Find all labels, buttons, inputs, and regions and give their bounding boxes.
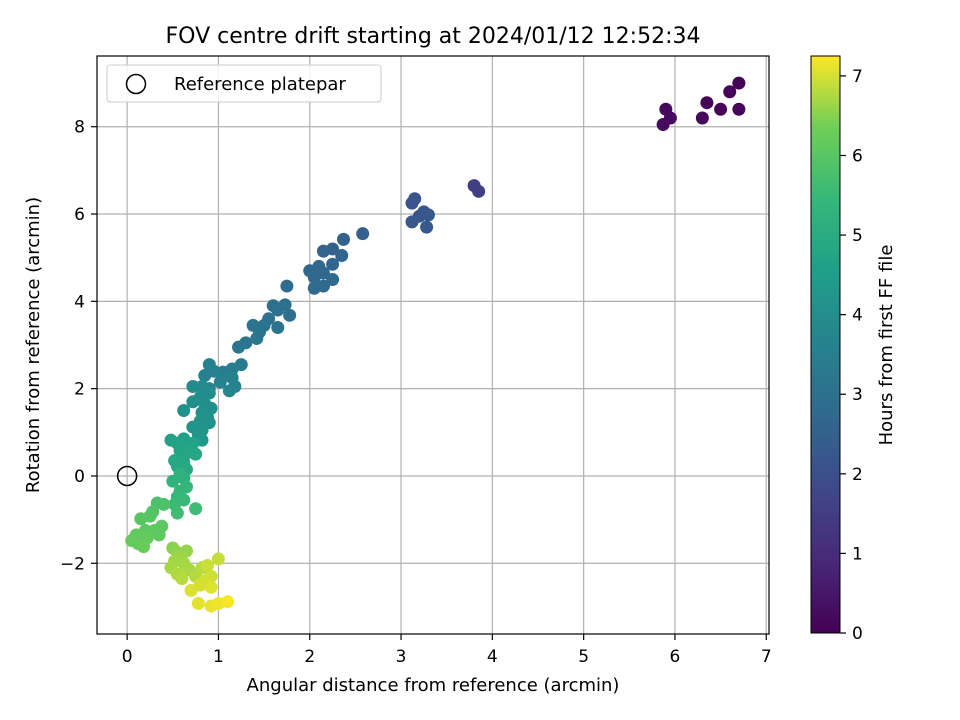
scatter-point [189, 447, 203, 461]
scatter-point [200, 558, 214, 572]
scatter-point [189, 502, 203, 516]
reference-platepar-marker [116, 465, 138, 487]
y-tick-label: −2 [60, 554, 85, 574]
plot-frame [96, 55, 770, 635]
scatter-point [280, 279, 294, 293]
y-axis-ticks: −2 0 2 4 6 8 [60, 118, 97, 574]
scatter-point [316, 244, 330, 258]
scatter-point [222, 384, 236, 398]
scatter-point [337, 232, 351, 246]
scatter-point [170, 506, 184, 520]
scatter-point [695, 111, 709, 125]
scatter-point [166, 474, 180, 488]
scatter-point [714, 102, 728, 116]
x-tick-label: 3 [396, 647, 407, 667]
x-axis-ticks: 0 1 2 3 4 5 6 7 [122, 634, 772, 667]
scatter-point [137, 540, 151, 554]
x-tick-label: 1 [213, 647, 224, 667]
scatter-point [326, 273, 340, 287]
colorbar-tick-label: 0 [852, 624, 863, 644]
y-axis-label: Rotation from reference (arcmin) [23, 197, 44, 493]
scatter-point [732, 102, 746, 116]
colorbar-tick-label: 5 [852, 226, 863, 246]
colorbar-tick-label: 4 [852, 306, 863, 326]
y-tick-label: 4 [74, 292, 85, 312]
scatter-point [157, 497, 171, 511]
scatter-point [700, 96, 714, 110]
scatter-point [198, 369, 212, 383]
scatter-point [271, 321, 285, 335]
scatter-point [175, 572, 189, 586]
colorbar-ticks: 0 1 2 3 4 5 6 7 [840, 67, 863, 644]
scatter-point [232, 340, 246, 354]
scatter-point [184, 583, 198, 597]
scatter-point [186, 379, 200, 393]
x-tick-label: 0 [122, 647, 133, 667]
legend-marker [125, 73, 147, 95]
colorbar-gradient [810, 55, 841, 634]
scatter-point [177, 403, 191, 417]
scatter-point [283, 308, 297, 322]
y-tick-label: 2 [74, 380, 85, 400]
scatter-point [405, 215, 419, 229]
y-tick-label: 8 [74, 118, 85, 138]
scatter-point [656, 118, 670, 132]
scatter-point [326, 257, 340, 271]
y-tick-label: 6 [74, 205, 85, 225]
scatter-point [134, 512, 148, 526]
x-tick-label: 5 [578, 647, 589, 667]
scatter-point [191, 596, 205, 610]
scatter-point [405, 196, 419, 210]
colorbar-tick-label: 6 [852, 146, 863, 166]
y-tick-label: 0 [74, 467, 85, 487]
scatter-points [125, 76, 746, 613]
scatter-point [732, 76, 746, 90]
colorbar-tick-label: 1 [852, 544, 863, 564]
legend-label: Reference platepar [174, 74, 346, 95]
scatter-point [472, 184, 486, 198]
scatter-point [186, 395, 200, 409]
x-tick-label: 6 [670, 647, 681, 667]
x-tick-label: 2 [304, 647, 315, 667]
legend-box [106, 64, 382, 103]
colorbar-tick-label: 3 [852, 385, 863, 405]
x-tick-label: 4 [487, 647, 498, 667]
scatter-point [307, 270, 321, 284]
colorbar-tick-label: 2 [852, 465, 863, 485]
x-axis-label: Angular distance from reference (arcmin) [247, 675, 620, 696]
scatter-point [204, 580, 218, 594]
scatter-point [152, 528, 166, 542]
scatter-point [271, 303, 285, 317]
scatter-point [421, 208, 435, 222]
grid [97, 56, 769, 634]
scatter-point [420, 220, 434, 234]
colorbar: 0 1 2 3 4 5 6 7 Hours from first FF file [810, 55, 897, 644]
chart-title: FOV centre drift starting at 2024/01/12 … [166, 24, 701, 49]
scatter-point [307, 281, 321, 295]
colorbar-tick-label: 7 [852, 67, 863, 87]
scatter-point [335, 249, 349, 263]
colorbar-label: Hours from first FF file [876, 245, 897, 446]
scatter-point [213, 375, 227, 389]
scatter-point [250, 331, 264, 345]
scatter-point [356, 227, 370, 241]
scatter-point [211, 552, 225, 566]
legend: Reference platepar [106, 64, 382, 103]
x-tick-label: 7 [761, 647, 772, 667]
scatter-point [723, 85, 737, 99]
scatter-point [221, 595, 235, 609]
